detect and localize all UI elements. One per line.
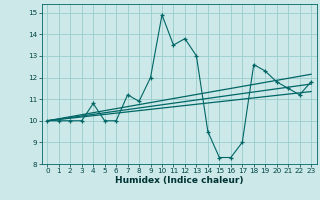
X-axis label: Humidex (Indice chaleur): Humidex (Indice chaleur) (115, 176, 244, 185)
